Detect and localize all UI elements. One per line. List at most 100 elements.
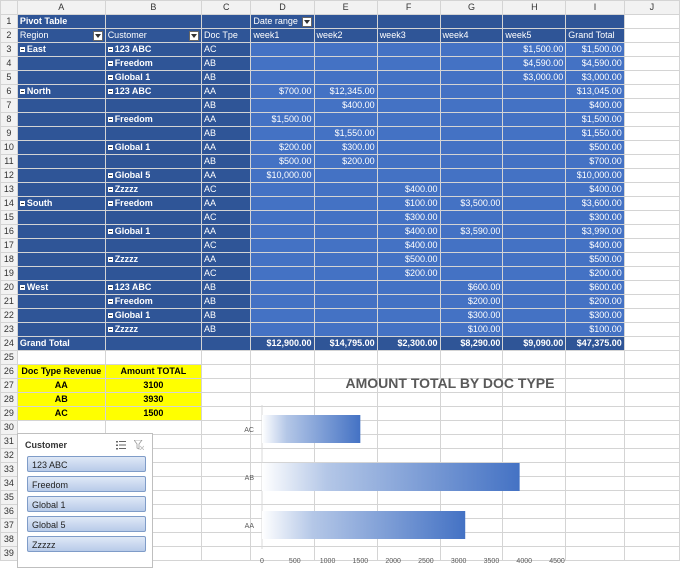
value-cell[interactable] bbox=[313, 56, 378, 71]
grand-total-cell[interactable]: $500.00 bbox=[565, 140, 625, 155]
amount-total-chart[interactable]: AMOUNT TOTAL BY DOC TYPE AC AB AA 0 500 1000 1… bbox=[225, 367, 675, 575]
pivot-header-doc-tpe[interactable]: Doc Tpe bbox=[201, 28, 252, 43]
value-cell[interactable] bbox=[376, 84, 441, 99]
revenue-doc-type[interactable]: AB bbox=[16, 392, 106, 407]
row-number[interactable]: 24 bbox=[0, 336, 18, 351]
value-cell[interactable] bbox=[502, 140, 567, 155]
customer-slicer[interactable]: Customer 123 ABC Freedom Global 1 Global 5 Z… bbox=[17, 433, 153, 568]
row-number[interactable]: 11 bbox=[0, 154, 18, 169]
collapse-icon[interactable] bbox=[107, 47, 113, 53]
collapse-icon[interactable] bbox=[107, 201, 113, 207]
dropdown-arrow-icon[interactable] bbox=[92, 31, 103, 41]
region-cell[interactable] bbox=[16, 70, 106, 85]
value-cell[interactable] bbox=[439, 238, 504, 253]
collapse-icon[interactable] bbox=[19, 285, 25, 291]
value-cell[interactable] bbox=[376, 98, 441, 113]
value-cell[interactable]: $3,000.00 bbox=[502, 70, 567, 85]
customer-cell[interactable]: 123 ABC bbox=[104, 280, 203, 295]
cell[interactable] bbox=[623, 70, 680, 85]
customer-cell[interactable]: Freedom bbox=[104, 196, 203, 211]
value-cell[interactable]: $400.00 bbox=[313, 98, 378, 113]
row-number[interactable]: 14 bbox=[0, 196, 18, 211]
value-cell[interactable]: $12,345.00 bbox=[313, 84, 378, 99]
grand-total-value[interactable]: $14,795.00 bbox=[313, 336, 378, 351]
value-cell[interactable]: $10,000.00 bbox=[250, 168, 315, 183]
cell[interactable] bbox=[623, 266, 680, 281]
doc-type-cell[interactable]: AB bbox=[201, 322, 252, 337]
value-cell[interactable]: $400.00 bbox=[376, 238, 441, 253]
value-cell[interactable] bbox=[250, 266, 315, 281]
row-number[interactable]: 30 bbox=[0, 420, 18, 435]
grand-total-cell[interactable]: $13,045.00 bbox=[565, 84, 625, 99]
collapse-icon[interactable] bbox=[107, 89, 113, 95]
cell[interactable] bbox=[623, 322, 680, 337]
row-number[interactable]: 36 bbox=[0, 504, 18, 519]
row-number[interactable]: 3 bbox=[0, 42, 18, 57]
value-cell[interactable] bbox=[502, 196, 567, 211]
row-number[interactable]: 25 bbox=[0, 350, 18, 365]
customer-cell[interactable]: Global 1 bbox=[104, 224, 203, 239]
cell[interactable] bbox=[201, 14, 252, 29]
value-cell[interactable] bbox=[313, 252, 378, 267]
value-cell[interactable] bbox=[439, 84, 504, 99]
row-number[interactable]: 22 bbox=[0, 308, 18, 323]
region-cell[interactable]: East bbox=[16, 42, 106, 57]
grand-total-value[interactable]: $8,290.00 bbox=[439, 336, 504, 351]
value-cell[interactable] bbox=[313, 182, 378, 197]
doc-type-cell[interactable]: AA bbox=[201, 112, 252, 127]
doc-type-cell[interactable]: AB bbox=[201, 126, 252, 141]
row-number[interactable]: 21 bbox=[0, 294, 18, 309]
cell[interactable] bbox=[623, 140, 680, 155]
cell[interactable] bbox=[201, 546, 252, 561]
grand-total-cell[interactable]: $300.00 bbox=[565, 308, 625, 323]
collapse-icon[interactable] bbox=[19, 201, 25, 207]
row-number[interactable]: 1 bbox=[0, 14, 18, 29]
doc-type-cell[interactable]: AA bbox=[201, 196, 252, 211]
value-cell[interactable]: $300.00 bbox=[313, 140, 378, 155]
value-cell[interactable] bbox=[250, 42, 315, 57]
pivot-header-customer[interactable]: Customer bbox=[104, 28, 203, 43]
grand-total-cell[interactable]: $200.00 bbox=[565, 266, 625, 281]
worksheet-grid[interactable]: A B C D E F G H I J 1 Pivot Table Date range 2 Region C… bbox=[0, 0, 680, 561]
value-cell[interactable] bbox=[502, 182, 567, 197]
value-cell[interactable] bbox=[502, 266, 567, 281]
bar-ab[interactable] bbox=[262, 463, 520, 491]
grand-total-label[interactable]: Grand Total bbox=[16, 336, 106, 351]
customer-cell[interactable]: Zzzzz bbox=[104, 182, 203, 197]
cell[interactable] bbox=[623, 126, 680, 141]
grand-total-value[interactable]: $9,090.00 bbox=[502, 336, 567, 351]
customer-cell[interactable] bbox=[104, 126, 203, 141]
value-cell[interactable] bbox=[250, 182, 315, 197]
region-cell[interactable] bbox=[16, 294, 106, 309]
slicer-item-zzzzz[interactable]: Zzzzz bbox=[27, 536, 146, 552]
customer-cell[interactable]: Global 1 bbox=[104, 140, 203, 155]
value-cell[interactable] bbox=[376, 294, 441, 309]
value-cell[interactable]: $400.00 bbox=[376, 224, 441, 239]
row-number[interactable]: 39 bbox=[0, 546, 18, 561]
customer-cell[interactable]: Zzzzz bbox=[104, 322, 203, 337]
cell[interactable] bbox=[623, 168, 680, 183]
value-cell[interactable] bbox=[439, 154, 504, 169]
cell[interactable] bbox=[376, 14, 441, 29]
customer-cell[interactable]: Freedom bbox=[104, 294, 203, 309]
grand-total-cell[interactable]: $3,600.00 bbox=[565, 196, 625, 211]
grand-total-cell[interactable]: $600.00 bbox=[565, 280, 625, 295]
value-cell[interactable]: $3,500.00 bbox=[439, 196, 504, 211]
value-cell[interactable] bbox=[502, 308, 567, 323]
revenue-doc-type[interactable]: AA bbox=[16, 378, 106, 393]
cell[interactable] bbox=[502, 14, 567, 29]
row-number[interactable]: 13 bbox=[0, 182, 18, 197]
cell[interactable] bbox=[623, 210, 680, 225]
row-number[interactable]: 18 bbox=[0, 252, 18, 267]
grand-total-cell[interactable]: $400.00 bbox=[565, 182, 625, 197]
column-header[interactable]: A bbox=[16, 0, 106, 15]
value-cell[interactable] bbox=[502, 210, 567, 225]
region-cell[interactable] bbox=[16, 238, 106, 253]
collapse-icon[interactable] bbox=[107, 313, 113, 319]
bar-ac[interactable] bbox=[262, 415, 361, 443]
row-number[interactable]: 2 bbox=[0, 28, 18, 43]
grand-total-cell[interactable]: $3,000.00 bbox=[565, 70, 625, 85]
value-cell[interactable] bbox=[250, 98, 315, 113]
value-cell[interactable]: $4,590.00 bbox=[502, 56, 567, 71]
grand-total-value[interactable]: $2,300.00 bbox=[376, 336, 441, 351]
